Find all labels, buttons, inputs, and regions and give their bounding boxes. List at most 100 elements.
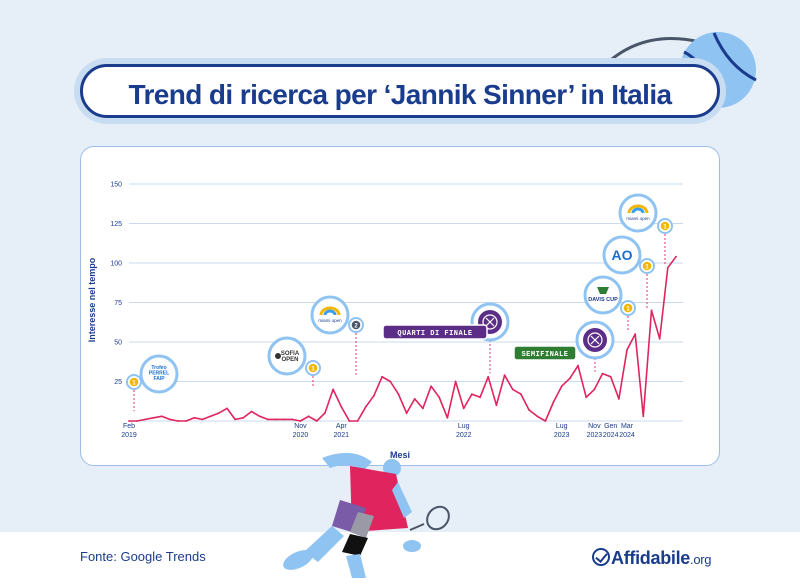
data-point (462, 407, 465, 410)
trophy-logo: Trofeo PERREL FAIP (139, 354, 179, 394)
data-point (454, 380, 457, 383)
x-tick-label: Mar 2024 (619, 423, 635, 439)
data-point (568, 377, 571, 380)
event-label: SEMIFINALE (521, 351, 568, 359)
x-tick-label-line: 2020 (293, 432, 309, 439)
event-label: miami open (626, 216, 650, 221)
data-point (381, 375, 383, 378)
rank-badge-fill (129, 377, 139, 387)
data-point (626, 349, 628, 351)
x-tick-label-line: Apr (336, 423, 348, 430)
data-point (128, 420, 130, 422)
data-point (315, 420, 318, 422)
data-point (258, 415, 261, 418)
source-note: Fonte: Google Trends (80, 549, 206, 564)
y-tick-label: 50 (114, 340, 122, 347)
x-tick-label-line: 2022 (456, 432, 472, 439)
x-tick-label: Lug 2022 (456, 423, 472, 439)
australian-open-logo: AO (602, 235, 642, 275)
data-point (275, 418, 277, 421)
data-point (438, 396, 441, 399)
data-point (348, 420, 351, 422)
brand-logo: Affidabile.org (592, 546, 712, 569)
data-point (332, 388, 335, 391)
data-point (479, 396, 481, 399)
rank-badge-fill (308, 363, 318, 373)
data-point (487, 375, 490, 378)
data-point (585, 396, 588, 399)
interest-line (129, 256, 677, 422)
y-tick-label: 125 (110, 221, 122, 228)
data-point (209, 415, 212, 418)
check-icon (592, 548, 610, 566)
miami-open-logo: miami open (618, 193, 658, 233)
data-point (144, 418, 147, 421)
data-point (185, 420, 188, 422)
data-point (373, 394, 375, 397)
rank-label: 1 (311, 366, 315, 372)
davis-cup-logo: DAVIS CUP (583, 275, 623, 315)
x-tick-label: Apr 2021 (333, 423, 349, 439)
data-point (552, 401, 555, 403)
miami-open-logo: miami open (310, 295, 350, 335)
event-label: AO (612, 247, 633, 263)
rank-label: 1 (663, 224, 667, 230)
rank-label: 1 (645, 264, 649, 270)
data-point (136, 420, 139, 422)
event-label: miami open (318, 318, 342, 323)
x-tick-label-line: 2023 (587, 432, 603, 439)
data-point (364, 405, 367, 408)
data-point (658, 337, 661, 340)
data-point (413, 397, 416, 400)
event-tag (513, 345, 577, 361)
data-point (528, 409, 530, 411)
data-point (601, 372, 604, 375)
event-tag (382, 324, 488, 340)
data-point (168, 418, 171, 421)
x-tick-label-line: Gen (604, 423, 617, 430)
data-point (617, 397, 620, 400)
data-point (422, 407, 424, 410)
data-point (242, 416, 245, 419)
event-label: DAVIS CUP (588, 297, 618, 303)
data-point (503, 374, 506, 377)
data-point (356, 420, 359, 422)
x-tick-label-line: Mar (621, 423, 634, 430)
rank-badge-fill (351, 320, 361, 330)
title-pill: Trend di ricerca per ‘Jannik Sinner’ in … (80, 64, 720, 118)
event-label: SOFIA OPEN (281, 351, 300, 363)
data-point (666, 266, 669, 269)
wimbledon-logo: SEMIFINALE (513, 320, 615, 361)
x-tick-label: Feb 2019 (121, 423, 137, 439)
rank-label: 1 (626, 306, 630, 312)
x-tick-label-line: Lug (556, 423, 568, 430)
x-tick-label-line: 2024 (619, 432, 635, 439)
data-point (266, 418, 269, 421)
data-point (430, 385, 432, 388)
data-point (536, 415, 539, 418)
data-point (495, 404, 498, 407)
rank-badge-fill (660, 221, 670, 231)
data-point (152, 416, 155, 419)
y-tick-label: 100 (110, 261, 122, 268)
data-point (609, 375, 612, 378)
data-point (577, 364, 579, 367)
x-tick-label: Gen 2024 (603, 423, 619, 439)
data-point (226, 407, 228, 410)
data-point (675, 255, 677, 258)
x-tick-label-line: Nov (588, 423, 601, 430)
x-tick-label-line: 2023 (554, 432, 570, 439)
data-point (593, 388, 596, 391)
data-point (642, 415, 645, 418)
rank-label: 2 (354, 323, 358, 329)
x-tick-label-line: Lug (458, 423, 470, 430)
data-point (511, 388, 514, 391)
data-point (307, 415, 310, 418)
rank-label: 1 (132, 380, 136, 386)
y-tick-label: 75 (114, 300, 122, 307)
x-tick-label-line: Nov (294, 423, 307, 430)
data-point (446, 416, 449, 419)
wimbledon-logo: QUARTI DI FINALE (382, 302, 510, 342)
data-point (234, 418, 237, 421)
data-point (544, 420, 547, 422)
